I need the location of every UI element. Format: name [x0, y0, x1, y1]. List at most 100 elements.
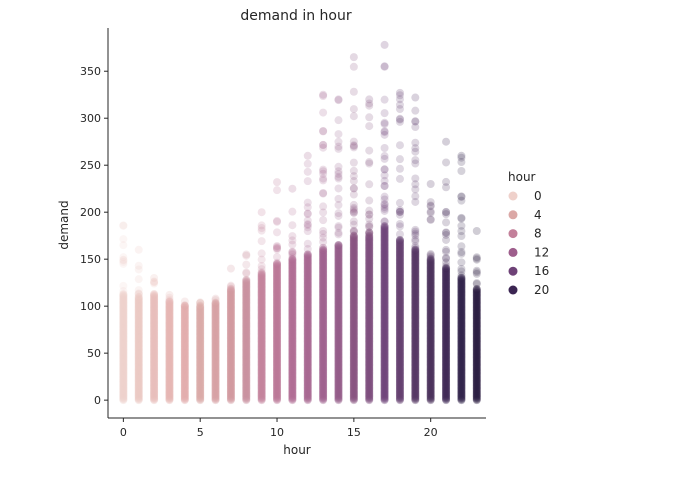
data-point — [180, 373, 189, 382]
data-point — [411, 117, 420, 126]
data-point — [134, 369, 143, 378]
data-point — [119, 342, 128, 351]
data-point — [150, 387, 159, 396]
data-point — [180, 310, 189, 319]
legend-marker — [508, 229, 518, 239]
data-point — [119, 331, 128, 340]
data-point — [119, 378, 128, 387]
data-point — [134, 352, 143, 361]
data-point — [150, 364, 159, 373]
data-point — [165, 359, 174, 368]
data-point — [119, 379, 128, 388]
data-point — [165, 378, 174, 387]
data-point — [165, 333, 174, 342]
data-point — [165, 308, 174, 317]
data-point — [150, 395, 159, 404]
data-point — [165, 299, 174, 308]
data-point — [119, 344, 128, 353]
data-point — [165, 354, 174, 363]
data-point — [119, 296, 128, 305]
data-point — [319, 208, 328, 217]
data-point — [150, 389, 159, 398]
data-point — [150, 304, 159, 313]
data-point — [180, 342, 189, 351]
data-point — [180, 367, 189, 376]
data-point — [134, 317, 143, 326]
data-point — [134, 307, 143, 316]
data-point — [457, 249, 466, 258]
data-point — [165, 380, 174, 389]
data-point — [180, 386, 189, 395]
data-point — [180, 350, 189, 359]
data-point — [180, 341, 189, 350]
data-point — [119, 345, 128, 354]
data-point — [134, 298, 143, 307]
data-point — [150, 362, 159, 371]
data-point — [150, 359, 159, 368]
data-point — [134, 375, 143, 384]
data-point — [150, 376, 159, 385]
data-point — [150, 313, 159, 322]
data-point — [134, 355, 143, 364]
data-point — [150, 293, 159, 302]
data-point — [134, 354, 143, 363]
hour-column-12 — [303, 151, 312, 405]
data-point — [134, 374, 143, 383]
data-point — [180, 385, 189, 394]
data-point-max — [165, 290, 174, 299]
data-point — [349, 217, 358, 226]
data-point — [150, 333, 159, 342]
hour-column-2 — [150, 273, 159, 405]
data-point — [134, 368, 143, 377]
data-point — [165, 349, 174, 358]
data-point — [134, 336, 143, 344]
data-point — [119, 391, 128, 400]
data-point — [180, 329, 189, 338]
data-point — [165, 345, 174, 354]
data-point — [180, 391, 189, 400]
data-point — [180, 312, 189, 321]
x-tick-label: 5 — [197, 426, 204, 439]
data-point — [180, 349, 189, 358]
data-point — [150, 294, 159, 303]
data-point — [134, 393, 143, 402]
data-point — [180, 377, 189, 386]
data-point — [457, 267, 466, 276]
data-point — [134, 334, 143, 343]
data-point-max — [365, 95, 374, 104]
data-point — [257, 237, 266, 246]
data-point — [180, 379, 189, 388]
data-point — [134, 378, 143, 387]
data-point — [134, 376, 143, 385]
data-point — [273, 216, 282, 225]
data-point — [165, 353, 174, 362]
data-point — [165, 326, 174, 335]
data-point — [134, 365, 143, 374]
data-point — [150, 350, 159, 359]
data-point — [119, 287, 128, 296]
data-point — [165, 369, 174, 378]
data-point-max — [334, 95, 343, 104]
data-point — [134, 295, 143, 304]
data-point — [119, 314, 128, 323]
data-point — [119, 325, 128, 334]
data-point — [134, 301, 143, 310]
data-point — [134, 363, 143, 372]
data-point — [150, 292, 159, 301]
data-point — [457, 242, 466, 251]
data-point — [150, 289, 159, 298]
data-point — [119, 315, 128, 324]
data-point — [380, 152, 389, 161]
data-point — [472, 268, 481, 277]
data-point — [180, 395, 189, 404]
data-point — [180, 370, 189, 379]
data-point — [134, 350, 143, 359]
data-point — [165, 371, 174, 380]
data-point — [349, 137, 358, 146]
points-layer — [119, 40, 481, 405]
data-point — [119, 387, 128, 396]
data-point — [365, 113, 374, 122]
data-point — [365, 210, 374, 219]
data-point — [119, 346, 128, 355]
